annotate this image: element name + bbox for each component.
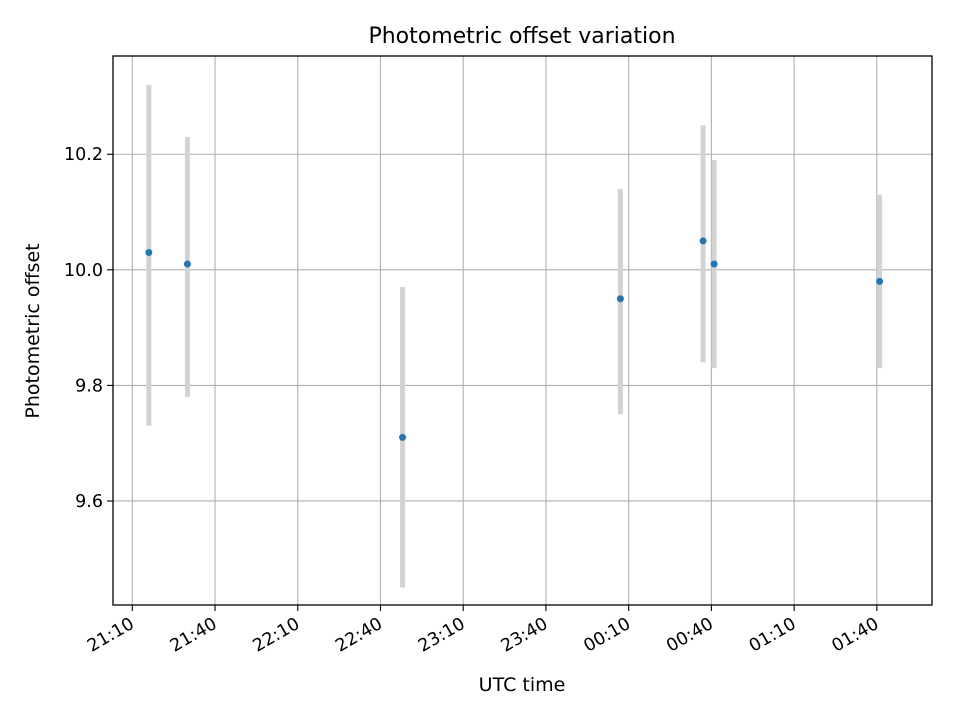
data-point xyxy=(699,237,707,245)
y-axis-label: Photometric offset xyxy=(22,243,44,418)
x-tick-label: 23:10 xyxy=(415,614,469,657)
error-bars xyxy=(146,84,883,588)
x-tick-label: 22:10 xyxy=(250,614,304,657)
x-tick-label: 23:40 xyxy=(498,614,552,657)
data-point xyxy=(710,260,718,268)
y-tick-label: 9.6 xyxy=(75,492,103,512)
x-axis-ticks: 21:10 21:40 22:10 22:40 23:10 23:40 00:10 00:40… xyxy=(84,605,882,657)
data-point xyxy=(399,433,407,441)
data-point xyxy=(145,248,153,256)
x-tick-label: 00:10 xyxy=(580,614,634,657)
y-tick-label: 10.2 xyxy=(64,145,103,165)
x-tick-label: 22:40 xyxy=(332,614,386,657)
data-point xyxy=(876,277,884,285)
plot-frame xyxy=(112,55,933,606)
x-tick-label: 21:40 xyxy=(167,614,221,657)
chart-title: Photometric offset variation xyxy=(368,24,675,49)
data-point xyxy=(616,295,624,303)
data-points xyxy=(145,237,884,441)
data-point xyxy=(183,260,191,268)
y-tick-label: 9.8 xyxy=(75,376,103,396)
x-axis-label: UTC time xyxy=(479,674,566,696)
x-tick-label: 01:40 xyxy=(829,614,883,657)
x-tick-label: 01:10 xyxy=(746,614,800,657)
x-tick-label: 00:40 xyxy=(663,614,717,657)
y-axis-ticks: 9.6 9.8 10.0 10.2 xyxy=(64,145,113,512)
x-tick-label: 21:10 xyxy=(84,614,138,657)
y-tick-label: 10.0 xyxy=(64,261,103,281)
grid xyxy=(113,56,932,605)
